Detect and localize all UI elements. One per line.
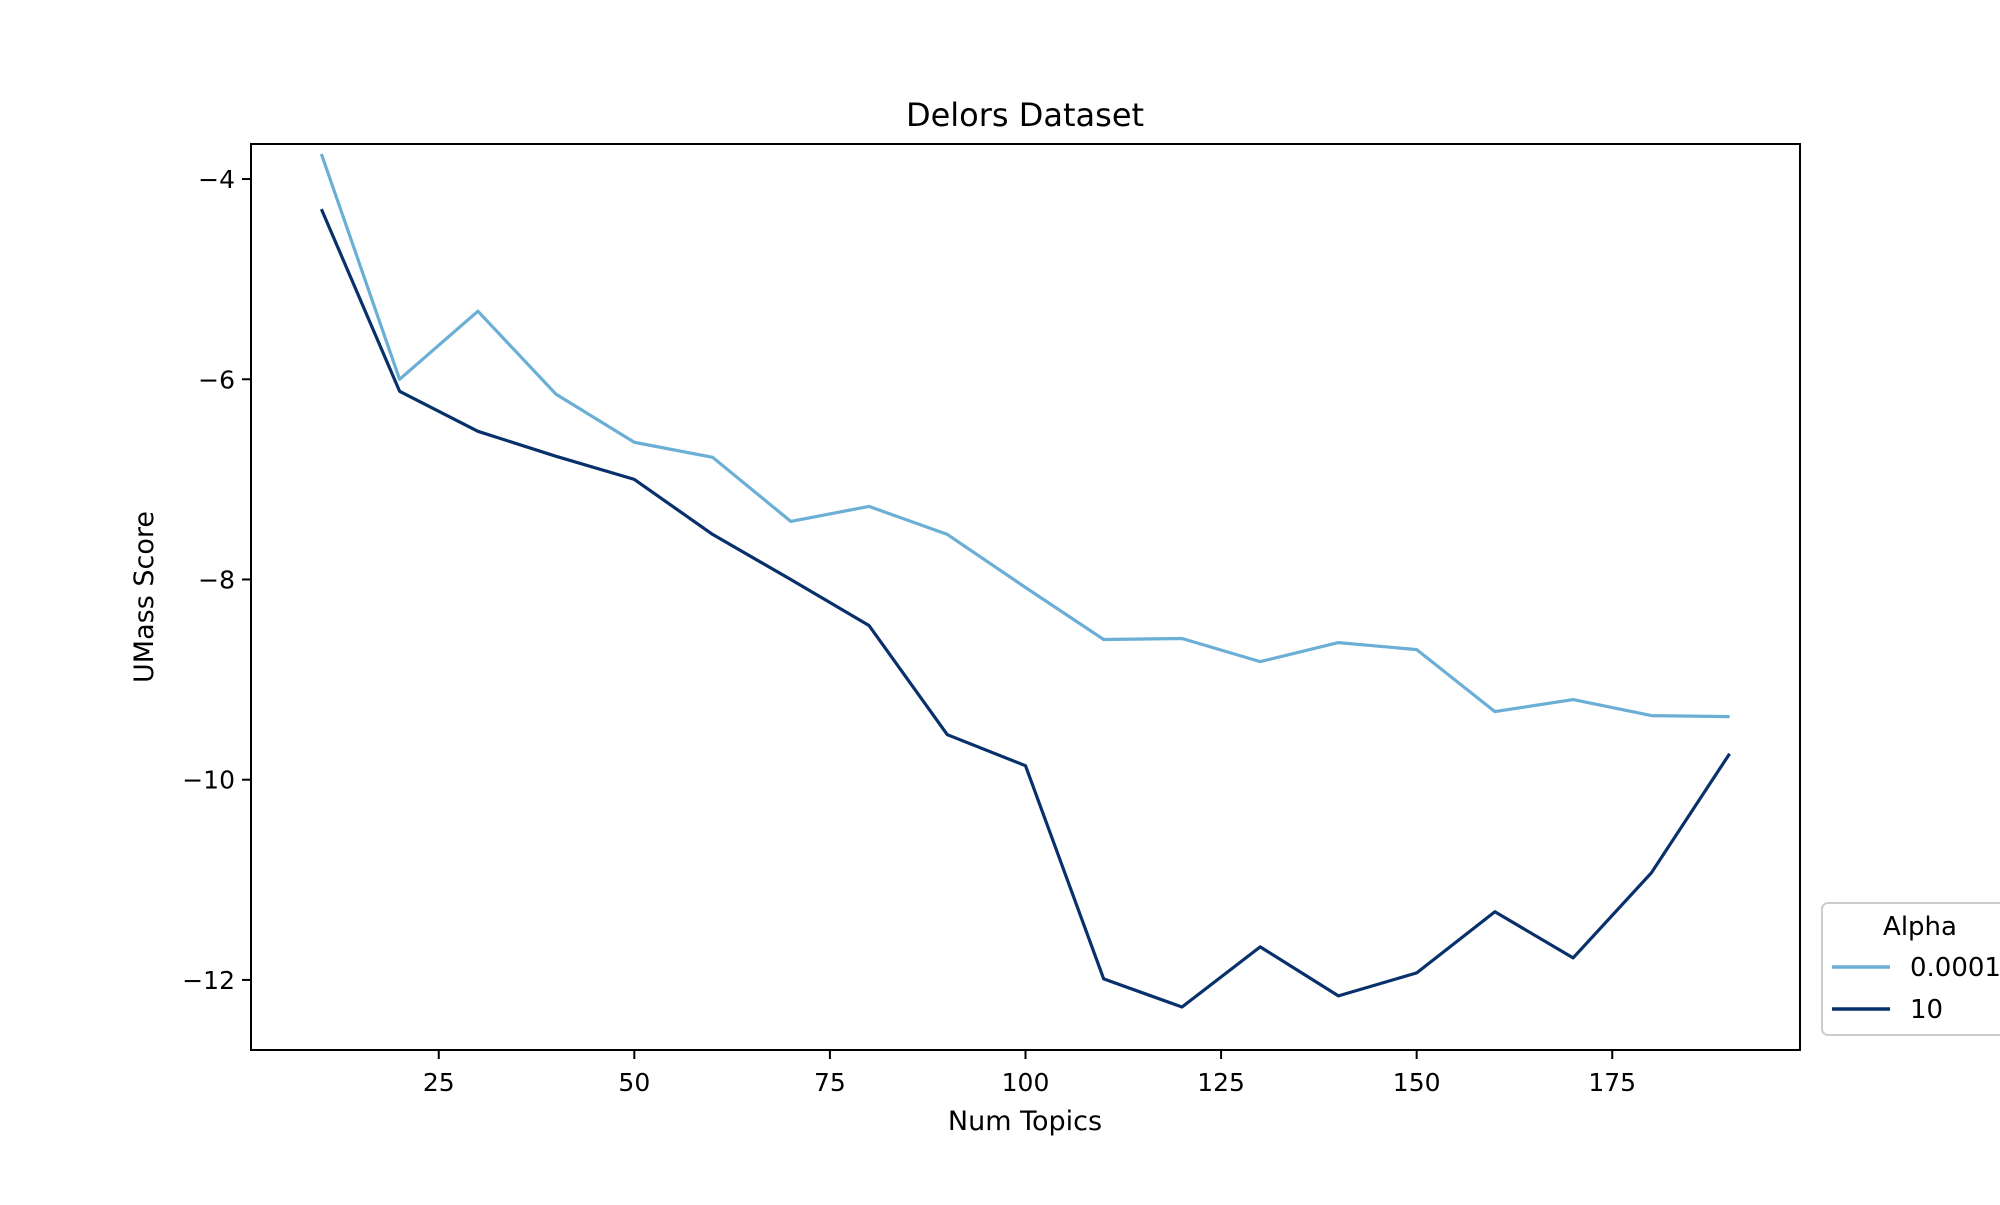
x-axis-label: Num Topics [948,1106,1102,1137]
y-axis-label: UMass Score [129,511,160,683]
series-layer [319,153,1731,1009]
plot-area-frame [250,143,1801,1051]
legend-label-1: 10 [1910,995,1943,1025]
legend-items: 0.0001 10 [1832,953,2000,1025]
y-tick-label: −12 [182,966,235,995]
x-tick-label: 75 [814,1068,846,1097]
x-tick-label: 100 [1002,1068,1050,1097]
x-tick-label: 150 [1393,1068,1441,1097]
series-line-0 [319,153,1730,719]
x-axis-ticks: 25 50 75 100 125 150 175 [423,1050,1636,1097]
x-tick-label: 25 [423,1068,455,1097]
legend-title: Alpha [1883,912,1957,942]
x-tick-label: 125 [1197,1068,1245,1097]
legend-label-0: 0.0001 [1910,953,2000,983]
y-tick-label: −8 [198,565,235,594]
series-line-1 [319,208,1731,1009]
y-tick-label: −10 [182,766,235,795]
x-tick-label: 175 [1588,1068,1636,1097]
legend: Alpha 0.0001 10 [1821,902,2000,1036]
y-tick-label: −4 [198,165,235,194]
chart-title: Delors Dataset [906,96,1144,134]
y-tick-label: −6 [198,365,235,394]
y-axis-ticks: −4 −6 −8 −10 −12 [182,165,251,995]
x-tick-label: 50 [618,1068,650,1097]
legend-box [1821,902,2000,1036]
